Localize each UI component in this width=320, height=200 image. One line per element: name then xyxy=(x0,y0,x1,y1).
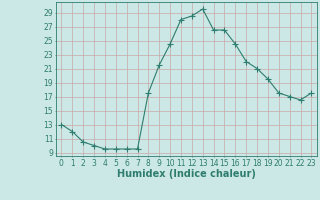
X-axis label: Humidex (Indice chaleur): Humidex (Indice chaleur) xyxy=(117,169,256,179)
